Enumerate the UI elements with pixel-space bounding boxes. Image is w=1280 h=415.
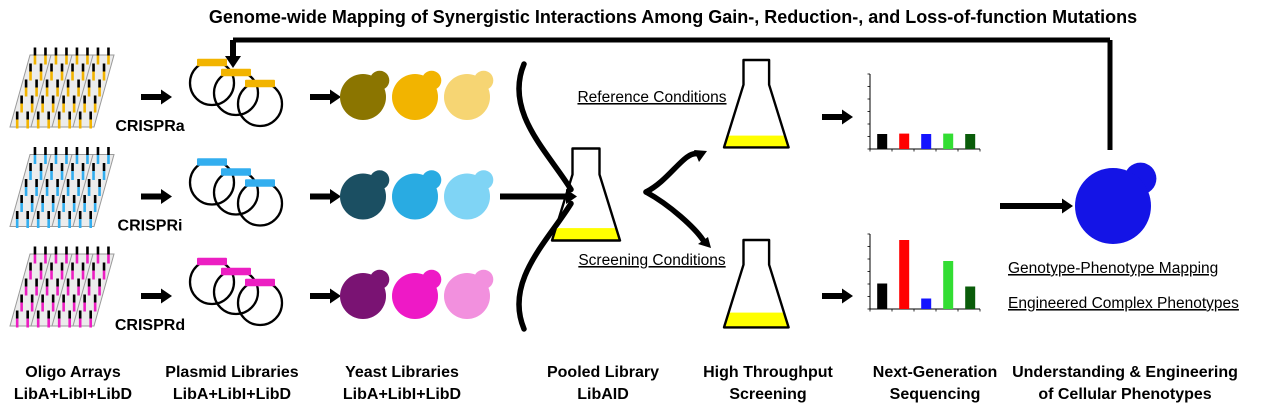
svg-text:Screening Conditions: Screening Conditions <box>578 252 726 269</box>
svg-text:Genotype-Phenotype Mapping: Genotype-Phenotype Mapping <box>1008 260 1218 277</box>
svg-text:Screening: Screening <box>729 386 806 403</box>
svg-text:Genome-wide Mapping of Synergi: Genome-wide Mapping of Synergistic Inter… <box>209 7 1137 27</box>
svg-text:LibA+LibI+LibD: LibA+LibI+LibD <box>14 386 132 403</box>
svg-text:Reference Conditions: Reference Conditions <box>577 89 726 106</box>
svg-text:CRISPRd: CRISPRd <box>115 317 185 334</box>
svg-text:Engineered Complex Phenotypes: Engineered Complex Phenotypes <box>1008 295 1239 312</box>
svg-text:Plasmid Libraries: Plasmid Libraries <box>165 364 298 381</box>
svg-text:Understanding & Engineering: Understanding & Engineering <box>1012 364 1238 381</box>
svg-text:Pooled Library: Pooled Library <box>547 364 659 381</box>
svg-text:Oligo Arrays: Oligo Arrays <box>25 364 121 381</box>
svg-text:Sequencing: Sequencing <box>890 386 981 403</box>
svg-text:Next-Generation: Next-Generation <box>873 364 997 381</box>
svg-text:CRISPRi: CRISPRi <box>118 218 183 235</box>
svg-text:Yeast Libraries: Yeast Libraries <box>345 364 459 381</box>
svg-text:LibA+LibI+LibD: LibA+LibI+LibD <box>343 386 461 403</box>
svg-text:of Cellular Phenotypes: of Cellular Phenotypes <box>1038 386 1211 403</box>
svg-text:High Throughput: High Throughput <box>703 364 833 381</box>
svg-text:LibAID: LibAID <box>577 386 629 403</box>
svg-text:LibA+LibI+LibD: LibA+LibI+LibD <box>173 386 291 403</box>
svg-text:CRISPRa: CRISPRa <box>115 118 184 135</box>
